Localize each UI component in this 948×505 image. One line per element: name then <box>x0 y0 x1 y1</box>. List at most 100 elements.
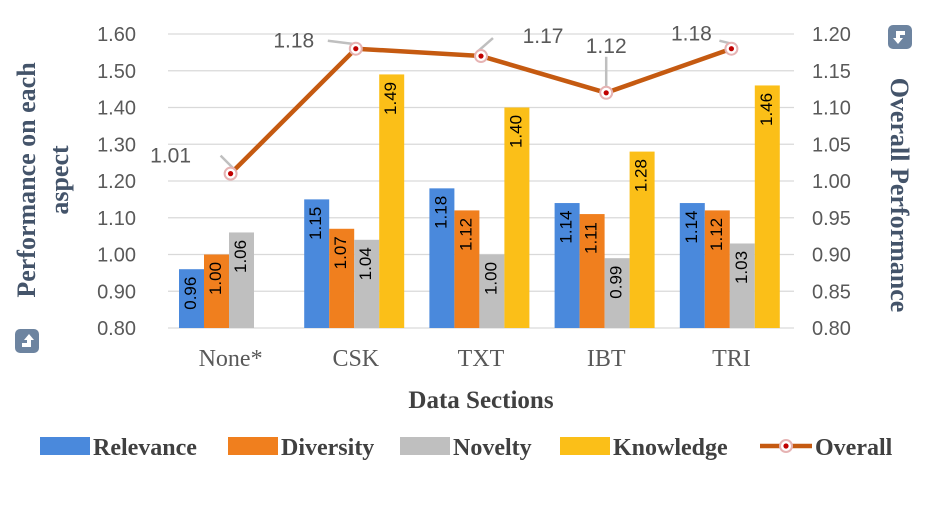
bar-value-label: 0.99 <box>607 266 626 299</box>
overall-value-label: 1.17 <box>523 25 564 48</box>
bar-labels-group: 0.96 1.00 1.06 1.15 1.07 1.04 1.49 1.18 1.12 1.00… <box>181 82 776 310</box>
right-tick-label: 0.85 <box>812 281 851 303</box>
category-label: None* <box>199 346 263 372</box>
legend-swatch-knowledge <box>560 437 610 455</box>
left-tick-label: 1.10 <box>97 208 136 230</box>
bar-value-label: 1.00 <box>206 262 225 295</box>
right-axis-title: Overall Performance <box>885 25 914 312</box>
gridlines <box>168 33 794 329</box>
bar-diversity-ibt <box>579 214 605 328</box>
left-tick-label: 0.90 <box>97 281 136 303</box>
left-axis-title-line2: aspect <box>45 145 74 215</box>
bar-relevance-csk <box>304 199 330 328</box>
bar-value-label: 1.07 <box>331 236 350 269</box>
bar-value-label: 1.12 <box>456 218 475 251</box>
overall-marker-center <box>228 171 234 177</box>
bar-value-label: 1.18 <box>431 196 450 229</box>
overall-marker-center <box>603 90 609 96</box>
right-tick-label: 0.90 <box>812 245 851 267</box>
left-axis-title-line1: Performance on each <box>12 62 41 298</box>
right-tick-label: 1.20 <box>812 24 851 46</box>
bar-relevance-ibt <box>554 203 580 328</box>
legend-label-knowledge: Knowledge <box>613 435 728 461</box>
overall-marker-center <box>353 46 359 52</box>
overall-value-label: 1.18 <box>273 30 314 53</box>
left-tick-label: 1.00 <box>97 245 136 267</box>
bar-value-label: 1.11 <box>582 222 601 254</box>
legend-swatch-relevance <box>40 437 90 455</box>
bar-diversity-none <box>204 254 229 328</box>
bar-value-label: 1.06 <box>231 240 250 273</box>
bar-value-label: 1.12 <box>707 218 726 251</box>
right-tick-label: 0.95 <box>812 208 851 230</box>
left-tick-label: 0.80 <box>97 318 136 340</box>
category-label: TXT <box>458 346 505 372</box>
right-tick-label: 0.80 <box>812 318 851 340</box>
bar-value-label: 1.28 <box>632 159 651 192</box>
overall-marker-center <box>478 53 484 59</box>
bars-group <box>179 74 780 328</box>
right-tick-label: 1.05 <box>812 134 851 156</box>
left-tick-label: 1.30 <box>97 134 136 156</box>
legend: Relevance Diversity Novelty Knowledge Overal… <box>40 435 893 461</box>
right-tick-label: 1.00 <box>812 171 851 193</box>
overall-value-label: 1.01 <box>150 145 191 168</box>
bar-novelty-tri <box>729 243 755 328</box>
bar-knowledge-ibt <box>629 151 655 328</box>
overall-line <box>229 46 733 176</box>
overall-value-label: 1.18 <box>671 23 712 46</box>
category-label: CSK <box>332 346 379 372</box>
left-tick-label: 1.50 <box>97 61 136 83</box>
left-axis-title: Performance on each aspect <box>12 62 74 353</box>
bar-novelty-csk <box>354 239 380 328</box>
legend-label-relevance: Relevance <box>93 435 197 461</box>
bar-relevance-tri <box>679 203 705 328</box>
right-axis-arrow-icon <box>888 25 912 49</box>
bar-value-label: 1.46 <box>757 93 776 126</box>
bar-value-label: 1.40 <box>506 115 525 148</box>
bar-novelty-none <box>229 232 254 328</box>
overall-marker-center <box>728 46 735 52</box>
bar-novelty-ibt <box>604 258 630 328</box>
bar-value-label: 1.03 <box>732 251 751 284</box>
bar-diversity-csk <box>329 228 355 328</box>
category-label: IBT <box>587 346 626 372</box>
left-tick-label: 1.40 <box>97 98 136 120</box>
left-tick-label: 1.20 <box>97 171 136 193</box>
right-axis-ticks: 0.80 0.85 0.90 0.95 1.00 1.05 1.10 1.15 1.20 <box>812 24 851 340</box>
category-label: TRI <box>712 346 751 372</box>
bar-relevance-txt <box>429 188 455 328</box>
bar-value-label: 1.49 <box>381 82 400 115</box>
legend-swatch-novelty <box>400 437 450 455</box>
bar-value-label: 1.00 <box>481 262 500 295</box>
x-axis-title: Data Sections <box>408 387 553 414</box>
bar-knowledge-txt <box>504 107 530 328</box>
right-axis-title-text: Overall Performance <box>885 78 914 313</box>
left-tick-label: 1.60 <box>97 24 136 46</box>
bar-knowledge-tri <box>754 85 780 328</box>
legend-marker-overall-center <box>783 443 789 449</box>
legend-label-diversity: Diversity <box>281 435 374 461</box>
legend-label-overall: Overall <box>815 435 893 461</box>
bar-knowledge-csk <box>379 74 405 328</box>
left-axis-ticks: 0.80 0.90 1.00 1.10 1.20 1.30 1.40 1.50 1.60 <box>97 24 136 340</box>
bar-value-label: 1.04 <box>356 247 375 280</box>
left-axis-arrow-icon <box>15 329 39 353</box>
bar-novelty-txt <box>479 254 505 328</box>
right-tick-label: 1.10 <box>812 98 851 120</box>
bar-value-label: 1.15 <box>306 207 325 240</box>
bar-relevance-none <box>179 269 204 328</box>
right-tick-label: 1.15 <box>812 61 851 83</box>
legend-label-novelty: Novelty <box>453 435 532 461</box>
bar-value-label: 1.14 <box>682 211 701 244</box>
bar-diversity-tri <box>704 210 730 328</box>
legend-swatch-diversity <box>228 437 278 455</box>
overall-value-label: 1.12 <box>586 35 627 58</box>
bar-value-label: 0.96 <box>181 277 200 310</box>
bar-diversity-txt <box>454 210 480 328</box>
overall-line-group: 1.01 1.18 1.17 1.12 1.18 <box>150 23 739 181</box>
bar-value-label: 1.14 <box>557 211 576 244</box>
category-labels: None* CSK TXT IBT TRI <box>199 346 751 372</box>
